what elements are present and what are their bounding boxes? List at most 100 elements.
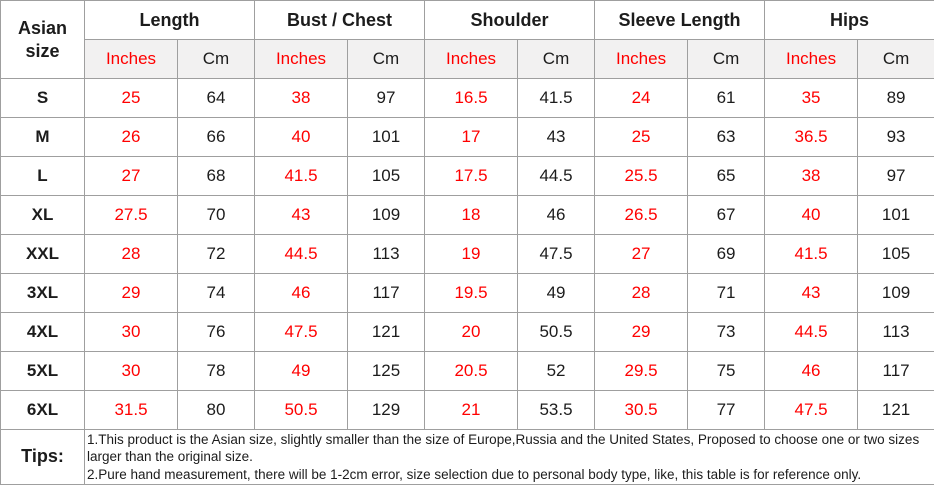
measurement-cell: 89 [857, 78, 934, 118]
measurement-cell: 121 [346, 312, 426, 352]
unit-header-inches: Inches [594, 39, 689, 79]
measurement-cell: 29 [594, 312, 689, 352]
measurement-cell: 40 [764, 195, 859, 235]
measurement-cell: 30 [84, 351, 178, 391]
measurement-cell: 75 [687, 351, 766, 391]
measurement-cell: 125 [346, 351, 426, 391]
measurement-cell: 26 [84, 117, 178, 157]
measurement-cell: 121 [857, 390, 934, 430]
measurement-cell: 38 [254, 78, 348, 118]
group-header-sleeve-length: Sleeve Length [594, 0, 766, 40]
measurement-cell: 28 [594, 273, 689, 313]
measurement-cell: 25 [84, 78, 178, 118]
measurement-cell: 26.5 [594, 195, 689, 235]
table-row-4xl: 4XL 30 76 47.5 121 20 50.5 29 73 44.5 11… [0, 312, 934, 352]
measurement-cell: 71 [687, 273, 766, 313]
measurement-cell: 17 [424, 117, 519, 157]
unit-header-inches: Inches [254, 39, 348, 79]
measurement-cell: 25.5 [594, 156, 689, 196]
table-row-3xl: 3XL 29 74 46 117 19.5 49 28 71 43 109 [0, 273, 934, 313]
unit-header-cm: Cm [857, 39, 934, 79]
size-label: 3XL [0, 273, 85, 313]
measurement-cell: 97 [346, 78, 426, 118]
group-header-row: Asian size Length Bust / Chest Shoulder … [0, 0, 934, 79]
group-header-shoulder: Shoulder [424, 0, 596, 40]
measurement-cell: 43 [517, 117, 596, 157]
unit-header-cm: Cm [177, 39, 255, 79]
measurement-cell: 17.5 [424, 156, 519, 196]
measurement-cell: 93 [857, 117, 934, 157]
measurement-cell: 30 [84, 312, 178, 352]
measurement-cell: 25 [594, 117, 689, 157]
measurement-cell: 49 [254, 351, 348, 391]
table-row-6xl: 6XL 31.5 80 50.5 129 21 53.5 30.5 77 47.… [0, 390, 934, 430]
measurement-cell: 16.5 [424, 78, 519, 118]
size-label: S [0, 78, 85, 118]
measurement-cell: 67 [687, 195, 766, 235]
measurement-cell: 70 [177, 195, 255, 235]
table-row-s: S 25 64 38 97 16.5 41.5 24 61 35 89 [0, 78, 934, 118]
unit-header-inches: Inches [84, 39, 178, 79]
measurement-cell: 27.5 [84, 195, 178, 235]
table-row-l: L 27 68 41.5 105 17.5 44.5 25.5 65 38 97 [0, 156, 934, 196]
measurement-cell: 129 [346, 390, 426, 430]
group-header-length: Length [84, 0, 255, 40]
measurement-cell: 27 [594, 234, 689, 274]
table-row-xl: XL 27.5 70 43 109 18 46 26.5 67 40 101 [0, 195, 934, 235]
measurement-cell: 38 [764, 156, 859, 196]
group-header-hips: Hips [764, 0, 934, 40]
measurement-cell: 78 [177, 351, 255, 391]
size-label: 4XL [0, 312, 85, 352]
measurement-cell: 44.5 [764, 312, 859, 352]
measurement-cell: 63 [687, 117, 766, 157]
measurement-cell: 41.5 [254, 156, 348, 196]
measurement-cell: 41.5 [517, 78, 596, 118]
measurement-cell: 65 [687, 156, 766, 196]
size-label: M [0, 117, 85, 157]
measurement-cell: 44.5 [517, 156, 596, 196]
measurement-cell: 77 [687, 390, 766, 430]
measurement-cell: 72 [177, 234, 255, 274]
measurement-cell: 69 [687, 234, 766, 274]
measurement-cell: 19.5 [424, 273, 519, 313]
measurement-cell: 47.5 [254, 312, 348, 352]
measurement-cell: 47.5 [764, 390, 859, 430]
measurement-cell: 52 [517, 351, 596, 391]
size-label: XXL [0, 234, 85, 274]
table-row-m: M 26 66 40 101 17 43 25 63 36.5 93 [0, 117, 934, 157]
measurement-cell: 40 [254, 117, 348, 157]
tips-label: Tips: [0, 429, 85, 485]
tips-text: 1.This product is the Asian size, slight… [83, 429, 934, 485]
measurement-cell: 105 [346, 156, 426, 196]
measurement-cell: 31.5 [84, 390, 178, 430]
tips-line-2: 2.Pure hand measurement, there will be 1… [87, 466, 862, 482]
measurement-cell: 44.5 [254, 234, 348, 274]
measurement-cell: 76 [177, 312, 255, 352]
size-label: 6XL [0, 390, 85, 430]
measurement-cell: 29 [84, 273, 178, 313]
measurement-cell: 109 [346, 195, 426, 235]
measurement-cell: 49 [517, 273, 596, 313]
tips-row: Tips: 1.This product is the Asian size, … [0, 429, 934, 485]
unit-header-row: Inches Cm Inches Cm Inches Cm Inches Cm … [1, 39, 934, 79]
measurement-cell: 109 [857, 273, 934, 313]
measurement-cell: 29.5 [594, 351, 689, 391]
measurement-cell: 101 [857, 195, 934, 235]
tips-line-1: 1.This product is the Asian size, slight… [87, 432, 920, 465]
measurement-cell: 50.5 [517, 312, 596, 352]
measurement-cell: 74 [177, 273, 255, 313]
measurement-cell: 53.5 [517, 390, 596, 430]
measurement-cell: 68 [177, 156, 255, 196]
measurement-cell: 47.5 [517, 234, 596, 274]
unit-header-inches: Inches [764, 39, 859, 79]
unit-header-cm: Cm [687, 39, 766, 79]
measurement-cell: 30.5 [594, 390, 689, 430]
table-row-xxl: XXL 28 72 44.5 113 19 47.5 27 69 41.5 10… [0, 234, 934, 274]
measurement-cell: 21 [424, 390, 519, 430]
measurement-cell: 35 [764, 78, 859, 118]
measurement-cell: 43 [254, 195, 348, 235]
measurement-cell: 113 [857, 312, 934, 352]
measurement-cell: 61 [687, 78, 766, 118]
